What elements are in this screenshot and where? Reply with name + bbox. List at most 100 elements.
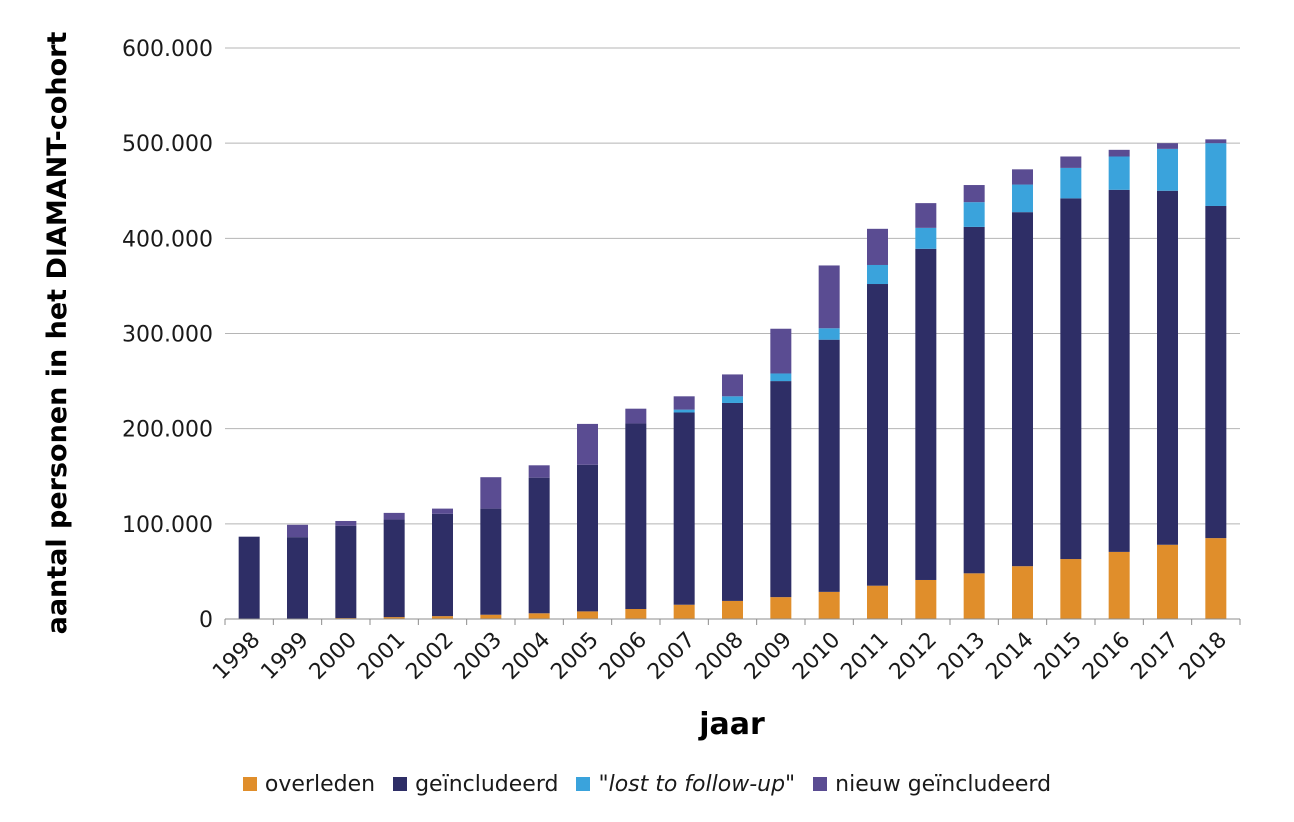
- bar-segment: [1108, 189, 1130, 552]
- bar-segment: [1108, 149, 1130, 157]
- bar-segment: [673, 409, 695, 413]
- bar-segment: [383, 512, 405, 520]
- bar-segment: [1012, 184, 1033, 213]
- bar-segment: [722, 402, 743, 601]
- bar-segment: [867, 264, 888, 285]
- bar-segment: [818, 591, 840, 619]
- bar-segment: [770, 381, 792, 598]
- bar-segment: [673, 412, 695, 605]
- legend-swatch: [576, 777, 591, 791]
- bar-segment: [432, 508, 453, 514]
- bar-segment: [770, 328, 792, 374]
- x-tick-label: 2017: [1126, 628, 1183, 685]
- bar-segment: [480, 477, 502, 509]
- bar-segment: [722, 374, 743, 397]
- bar-segment: [915, 227, 937, 249]
- bar-segment: [673, 604, 695, 619]
- y-tick-label: 600.000: [122, 37, 213, 62]
- x-tick-label: 1999: [256, 628, 313, 685]
- bar-segment: [432, 513, 453, 617]
- y-axis-title: aantal personen in het DIAMANT-cohort: [42, 32, 73, 635]
- x-tick-label: 1998: [208, 628, 265, 685]
- bar-segment: [480, 508, 502, 615]
- y-tick-label: 200.000: [122, 418, 213, 443]
- bar-segment: [915, 203, 937, 228]
- bar-segment: [915, 579, 937, 619]
- x-tick-label: 2009: [740, 628, 797, 685]
- stacked-bar-chart: 0 100.000 200.000 300.000 400.000 500.000 600.…: [42, 32, 1241, 742]
- legend-label: nieuw geïncludeerd: [835, 771, 1052, 797]
- bar-segment: [577, 611, 598, 619]
- bar-segment: [1157, 143, 1178, 149]
- bar-segment: [867, 585, 888, 619]
- bar-segment: [1205, 139, 1227, 144]
- bar-segment: [818, 328, 840, 340]
- legend-label: "lost to follow-up": [598, 771, 796, 797]
- bar-segment: [722, 396, 743, 403]
- bar-segment: [335, 525, 357, 619]
- bar-segment: [577, 423, 598, 465]
- x-tick-label: 2016: [1078, 628, 1135, 685]
- legend-label: geïncludeerd: [415, 771, 559, 797]
- legend-item-overleden: overleden: [242, 771, 376, 797]
- bar-segment: [1157, 148, 1178, 191]
- bar-segment: [528, 477, 550, 614]
- bar-segment: [770, 373, 792, 382]
- y-tick-label: 400.000: [122, 227, 213, 252]
- bar-segment: [673, 396, 695, 410]
- bar-segment: [625, 408, 647, 424]
- bar-segment: [963, 185, 985, 203]
- bar-segment: [1205, 205, 1227, 539]
- bar-segment: [1060, 156, 1082, 168]
- x-tick-label: 2004: [498, 628, 555, 685]
- y-tick-label: 100.000: [122, 513, 213, 538]
- bar-segment: [1012, 169, 1033, 185]
- x-tick-label: 2006: [595, 628, 652, 685]
- bar-segment: [1060, 167, 1082, 199]
- bar-segment: [480, 614, 502, 619]
- bars: [238, 139, 1227, 619]
- bar-segment: [1012, 212, 1033, 567]
- x-tick-label: 2012: [885, 628, 942, 685]
- bar-segment: [963, 573, 985, 619]
- x-tick-label: 2014: [981, 628, 1038, 685]
- legend-swatch: [242, 777, 257, 791]
- bar-segment: [238, 536, 260, 619]
- x-tick-labels: 1998199920002001200220032004200520062007…: [208, 619, 1241, 685]
- bar-segment: [1060, 198, 1082, 560]
- bar-segment: [432, 616, 453, 619]
- x-tick-label: 2007: [643, 628, 700, 685]
- bar-segment: [528, 613, 550, 619]
- bar-segment: [383, 617, 405, 619]
- x-tick-label: 2001: [353, 628, 410, 685]
- bar-segment: [818, 339, 840, 592]
- bar-segment: [625, 423, 647, 610]
- bar-segment: [1108, 156, 1130, 190]
- x-tick-label: 2018: [1175, 628, 1232, 685]
- bar-segment: [1205, 538, 1227, 619]
- bar-segment: [867, 284, 888, 586]
- bar-segment: [383, 519, 405, 618]
- bar-segment: [963, 202, 985, 227]
- x-tick-label: 2000: [305, 628, 362, 685]
- x-axis-title: jaar: [698, 707, 765, 742]
- legend-item-nieuw-geincludeerd: nieuw geïncludeerd: [813, 772, 1051, 797]
- x-tick-label: 2003: [450, 628, 507, 685]
- bar-segment: [1157, 544, 1178, 619]
- y-tick-label: 0: [199, 608, 213, 633]
- y-tick-labels: 0 100.000 200.000 300.000 400.000 500.000 600.…: [122, 37, 213, 633]
- bar-segment: [818, 265, 840, 329]
- x-tick-label: 2010: [788, 628, 845, 685]
- bar-segment: [963, 226, 985, 574]
- bar-segment: [577, 464, 598, 612]
- legend-label: overleden: [264, 771, 376, 797]
- x-tick-label: 2011: [836, 628, 893, 685]
- legend-swatch: [813, 777, 828, 791]
- bar-segment: [1060, 559, 1082, 619]
- bar-segment: [722, 600, 743, 619]
- bar-segment: [1012, 566, 1033, 619]
- y-tick-label: 300.000: [122, 323, 213, 348]
- x-tick-label: 2005: [546, 628, 603, 685]
- legend-swatch: [393, 777, 408, 791]
- bar-segment: [1108, 551, 1130, 619]
